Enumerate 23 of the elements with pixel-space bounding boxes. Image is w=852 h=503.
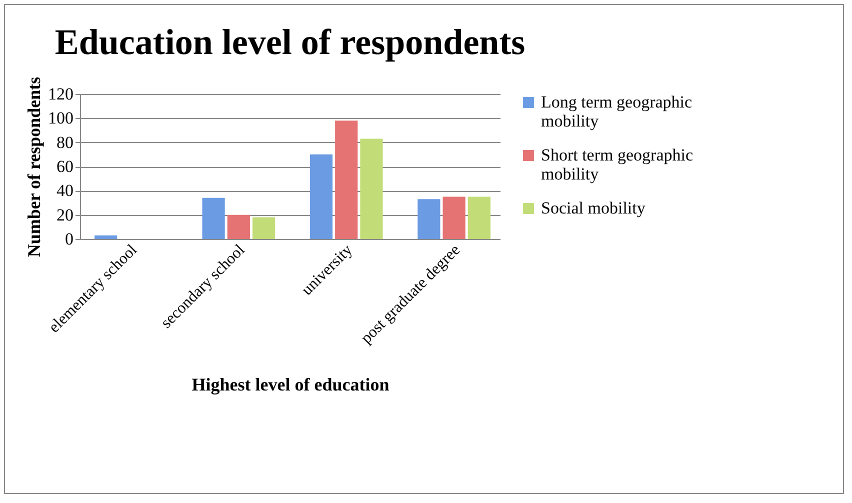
bar: [94, 235, 118, 239]
x-axis-title: Highest level of education: [192, 374, 390, 394]
legend-label: Social mobility: [541, 198, 646, 218]
bar: [468, 196, 490, 239]
bar: [202, 198, 225, 239]
chart-title: Education level of respondents: [54, 22, 526, 62]
bar: [252, 217, 276, 239]
bar: [227, 214, 250, 239]
y-tick-label: 60: [56, 157, 74, 176]
bar: [442, 196, 466, 239]
y-tick-label: 120: [48, 84, 74, 104]
legend-label: Long term geographic mobility: [541, 92, 693, 130]
y-tick-label: 40: [56, 181, 74, 200]
y-tick-label: 20: [56, 205, 74, 224]
y-tick-label: 80: [56, 132, 74, 152]
bar: [335, 120, 358, 239]
bar: [418, 199, 440, 239]
y-tick-label: 0: [65, 230, 74, 248]
y-tick-label: 100: [48, 108, 74, 128]
bar: [310, 154, 333, 239]
bar: [360, 138, 383, 239]
y-axis-title: Number of respondents: [24, 76, 44, 258]
legend-label: Short term geographic mobility: [541, 146, 694, 184]
